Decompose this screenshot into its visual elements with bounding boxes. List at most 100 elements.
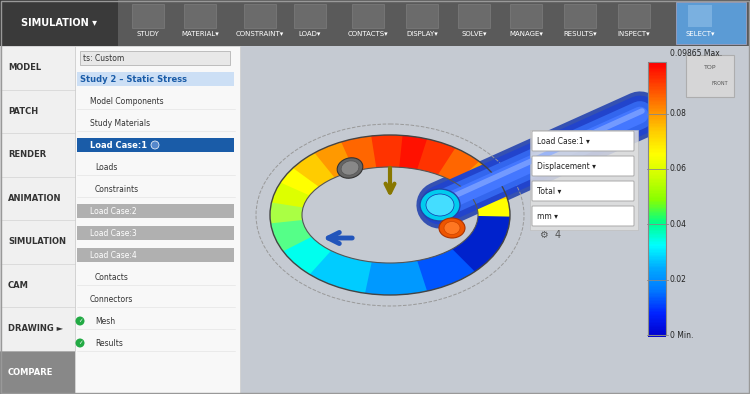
- Bar: [648, 254, 666, 256]
- Bar: [648, 220, 666, 222]
- Bar: [648, 129, 666, 131]
- Text: 0 Min.: 0 Min.: [670, 331, 693, 340]
- Text: 0.08: 0.08: [670, 109, 687, 118]
- Bar: [648, 198, 666, 200]
- Polygon shape: [424, 258, 445, 289]
- Bar: [648, 138, 666, 139]
- Bar: [75, 46, 240, 394]
- Bar: [648, 188, 666, 190]
- Text: Model Components: Model Components: [90, 97, 164, 106]
- Bar: [648, 269, 666, 271]
- Bar: [648, 80, 666, 82]
- Text: TOP: TOP: [704, 65, 716, 69]
- Bar: [648, 170, 666, 172]
- Bar: [648, 149, 666, 150]
- Polygon shape: [381, 263, 390, 295]
- Bar: [648, 250, 666, 252]
- Polygon shape: [341, 140, 360, 171]
- Text: SOLVE▾: SOLVE▾: [461, 31, 487, 37]
- Polygon shape: [438, 148, 463, 177]
- Bar: [648, 238, 666, 240]
- Bar: [648, 316, 666, 318]
- Polygon shape: [272, 193, 305, 205]
- Polygon shape: [455, 162, 484, 186]
- Bar: [648, 260, 666, 261]
- Bar: [648, 78, 666, 80]
- Bar: [648, 99, 666, 101]
- Bar: [648, 186, 666, 187]
- Polygon shape: [475, 225, 508, 237]
- Bar: [648, 318, 666, 320]
- Bar: [648, 266, 666, 268]
- Bar: [648, 69, 666, 71]
- Polygon shape: [476, 223, 508, 233]
- Bar: [648, 87, 666, 89]
- Polygon shape: [390, 135, 399, 167]
- Text: Total ▾: Total ▾: [537, 186, 561, 195]
- Text: Contacts: Contacts: [95, 273, 129, 281]
- Bar: [80, 51, 230, 65]
- Polygon shape: [477, 217, 510, 225]
- Polygon shape: [320, 147, 344, 176]
- Ellipse shape: [444, 221, 460, 234]
- Polygon shape: [345, 260, 363, 291]
- Text: RESULTS▾: RESULTS▾: [563, 31, 597, 37]
- Polygon shape: [393, 263, 403, 295]
- Polygon shape: [328, 256, 350, 286]
- Polygon shape: [458, 165, 488, 188]
- Text: Results: Results: [95, 338, 123, 348]
- Bar: [648, 89, 666, 91]
- Bar: [352, 4, 384, 28]
- Bar: [648, 309, 666, 311]
- Polygon shape: [444, 251, 470, 278]
- Polygon shape: [283, 174, 315, 193]
- Text: PATCH: PATCH: [8, 107, 38, 116]
- Bar: [648, 221, 666, 223]
- Polygon shape: [478, 215, 510, 221]
- Bar: [648, 288, 666, 290]
- Bar: [648, 249, 666, 251]
- Bar: [0, 351, 75, 394]
- Polygon shape: [398, 262, 409, 295]
- Bar: [648, 206, 666, 208]
- Text: MATERIAL▾: MATERIAL▾: [182, 31, 219, 37]
- Bar: [648, 72, 666, 73]
- Bar: [648, 217, 666, 219]
- Bar: [648, 88, 666, 90]
- Polygon shape: [274, 227, 306, 240]
- Bar: [648, 190, 666, 191]
- Polygon shape: [408, 137, 423, 169]
- Bar: [648, 292, 666, 294]
- Polygon shape: [463, 239, 494, 260]
- Bar: [648, 83, 666, 84]
- Polygon shape: [270, 217, 302, 223]
- Polygon shape: [363, 262, 376, 294]
- Polygon shape: [478, 206, 510, 214]
- Bar: [648, 165, 666, 167]
- Bar: [648, 334, 666, 336]
- Bar: [648, 298, 666, 300]
- Bar: [648, 324, 666, 326]
- Bar: [648, 209, 666, 211]
- Polygon shape: [292, 242, 322, 265]
- Bar: [648, 157, 666, 158]
- Bar: [648, 268, 666, 269]
- Polygon shape: [472, 186, 505, 201]
- Bar: [648, 160, 666, 161]
- Bar: [648, 107, 666, 109]
- Polygon shape: [285, 238, 316, 258]
- Polygon shape: [330, 143, 352, 173]
- Bar: [648, 214, 666, 216]
- Polygon shape: [448, 249, 475, 275]
- Bar: [648, 247, 666, 249]
- FancyBboxPatch shape: [532, 181, 634, 201]
- Text: Study 2 – Static Stress: Study 2 – Static Stress: [80, 74, 187, 84]
- Bar: [648, 139, 666, 141]
- Polygon shape: [272, 224, 305, 236]
- Polygon shape: [394, 135, 405, 167]
- Bar: [648, 246, 666, 248]
- Bar: [648, 106, 666, 108]
- Bar: [648, 232, 666, 234]
- Bar: [648, 144, 666, 146]
- Text: Connectors: Connectors: [90, 294, 134, 303]
